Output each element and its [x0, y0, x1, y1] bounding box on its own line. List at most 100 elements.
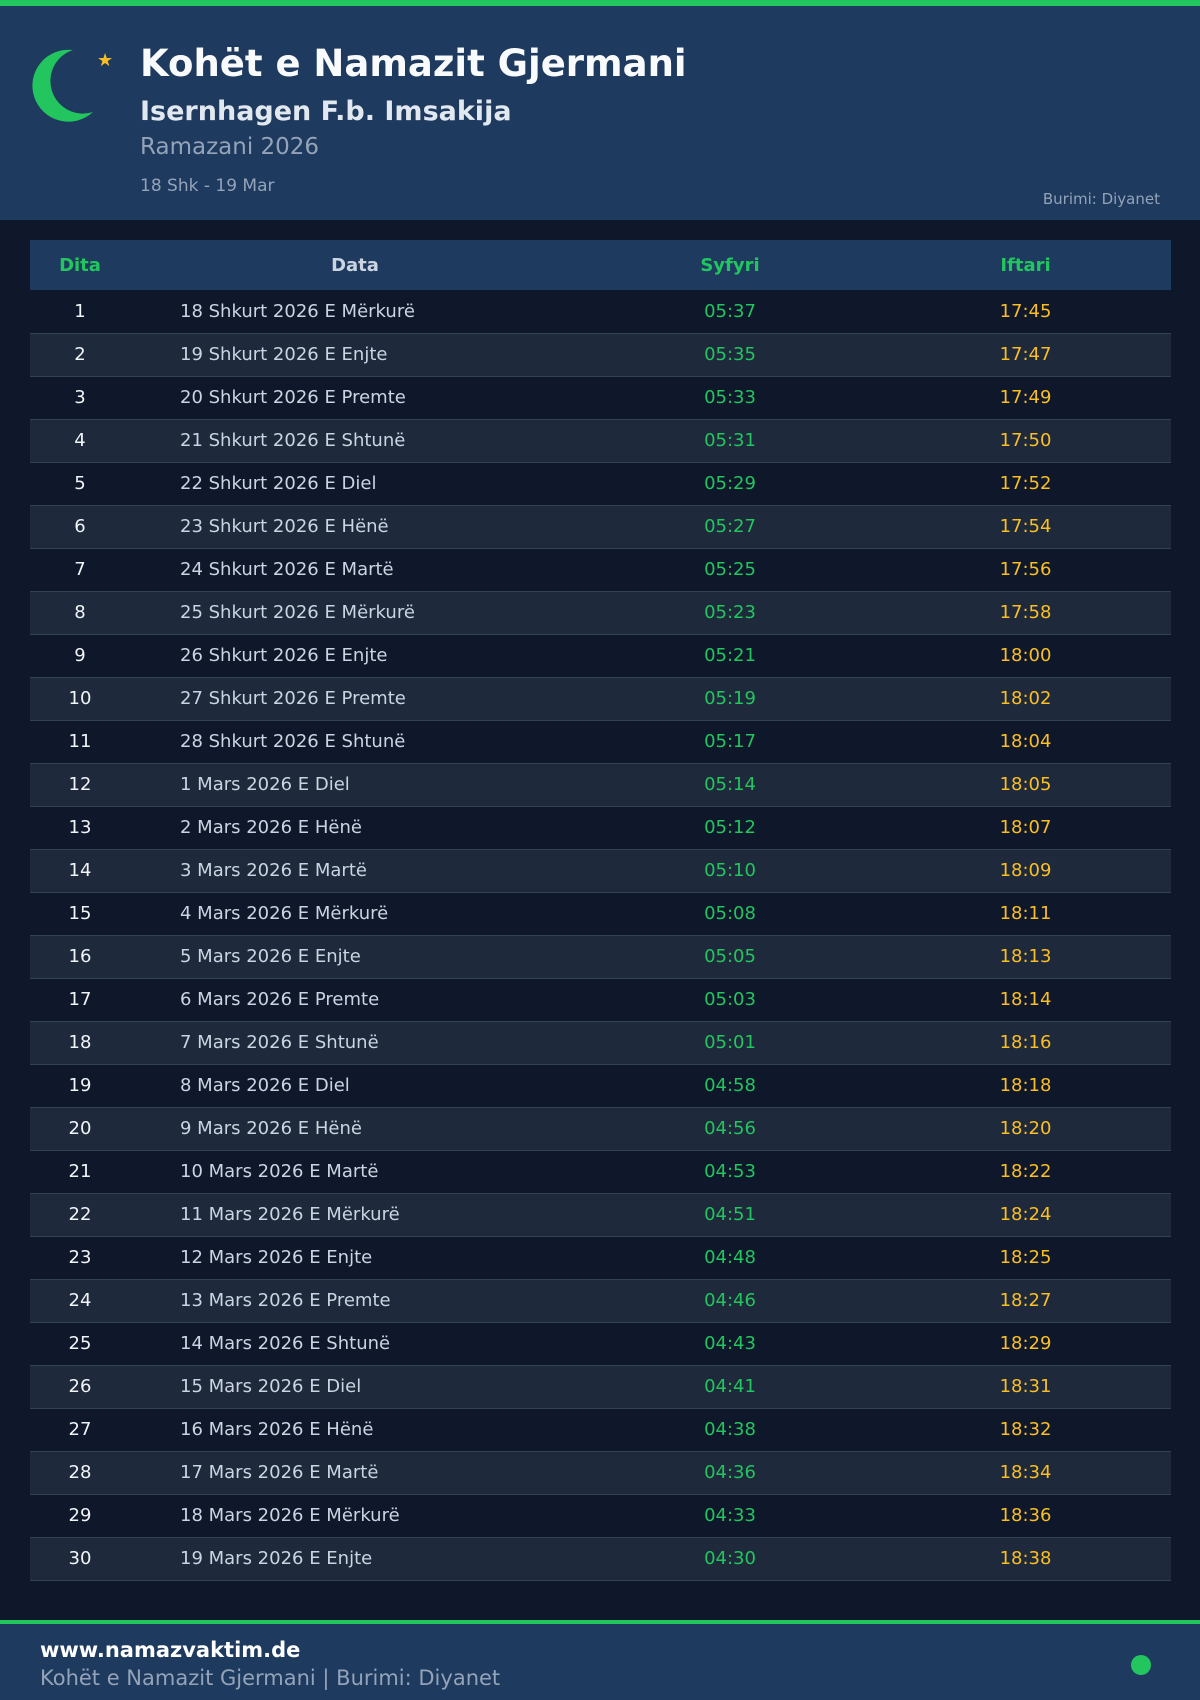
date-cell: 14 Mars 2026 E Shtunë	[180, 1333, 391, 1354]
day-cell: 21	[68, 1161, 92, 1182]
date-cell: 25 Shkurt 2026 E Mërkurë	[180, 602, 415, 623]
date-cell: 17 Mars 2026 E Martë	[180, 1462, 379, 1483]
suhoor-cell: 05:19	[704, 688, 756, 709]
date-cell: 11 Mars 2026 E Mërkurë	[180, 1204, 400, 1225]
col-dita: Dita	[59, 254, 101, 276]
star-icon: ★	[97, 50, 114, 71]
header: ★ Kohët e Namazit Gjermani Isernhagen F.…	[0, 6, 1200, 220]
date-cell: 5 Mars 2026 E Enjte	[180, 946, 361, 967]
footer: www.namazvaktim.de Kohët e Namazit Gjerm…	[0, 1624, 1200, 1700]
iftar-cell: 18:31	[999, 1376, 1052, 1397]
day-cell: 17	[68, 989, 92, 1010]
date-cell: 3 Mars 2026 E Martë	[180, 860, 367, 881]
suhoor-cell: 05:29	[704, 473, 756, 494]
source-label: Burimi: Diyanet	[1042, 190, 1160, 208]
date-cell: 23 Shkurt 2026 E Hënë	[180, 516, 389, 537]
table-row: 8 25 Shkurt 2026 E Mërkurë 05:23 17:58	[30, 591, 1171, 634]
suhoor-cell: 05:27	[704, 516, 756, 537]
day-cell: 3	[74, 387, 86, 408]
iftar-cell: 18:00	[999, 645, 1052, 666]
date-cell: 9 Mars 2026 E Hënë	[180, 1118, 362, 1139]
table-row: 26 15 Mars 2026 E Diel 04:41 18:31	[30, 1365, 1171, 1408]
day-cell: 24	[68, 1290, 92, 1311]
day-cell: 4	[74, 430, 86, 451]
day-cell: 5	[74, 473, 86, 494]
iftar-cell: 18:05	[999, 774, 1052, 795]
iftar-cell: 18:32	[999, 1419, 1052, 1440]
day-cell: 25	[68, 1333, 92, 1354]
date-cell: 7 Mars 2026 E Shtunë	[180, 1032, 379, 1053]
day-cell: 8	[74, 602, 86, 623]
prayer-times-table: Dita Data Syfyri Iftari 1 18 Shkurt 2026 …	[30, 240, 1171, 1581]
date-cell: 15 Mars 2026 E Diel	[180, 1376, 362, 1397]
day-cell: 14	[68, 860, 92, 881]
date-cell: 26 Shkurt 2026 E Enjte	[180, 645, 388, 666]
suhoor-cell: 04:56	[704, 1118, 756, 1139]
table-row: 28 17 Mars 2026 E Martë 04:36 18:34	[30, 1451, 1171, 1494]
crescent-icon	[32, 49, 93, 122]
iftar-cell: 18:11	[999, 903, 1052, 924]
suhoor-cell: 04:58	[704, 1075, 756, 1096]
table-row: 15 4 Mars 2026 E Mërkurë 05:08 18:11	[30, 892, 1171, 935]
footer-accent-line	[0, 1620, 1200, 1624]
date-cell: 2 Mars 2026 E Hënë	[180, 817, 362, 838]
iftar-cell: 17:56	[999, 559, 1052, 580]
iftar-cell: 18:34	[999, 1462, 1052, 1483]
day-cell: 23	[68, 1247, 92, 1268]
iftar-cell: 18:16	[999, 1032, 1052, 1053]
day-cell: 2	[74, 344, 86, 365]
table-row: 19 8 Mars 2026 E Diel 04:58 18:18	[30, 1064, 1171, 1107]
suhoor-cell: 05:14	[704, 774, 756, 795]
day-cell: 26	[68, 1376, 92, 1397]
day-cell: 18	[68, 1032, 92, 1053]
table-row: 24 13 Mars 2026 E Premte 04:46 18:27	[30, 1279, 1171, 1322]
suhoor-cell: 04:30	[704, 1548, 756, 1569]
suhoor-cell: 04:41	[704, 1376, 756, 1397]
suhoor-cell: 05:10	[704, 860, 756, 881]
ramadan-label: Ramazani 2026	[140, 134, 320, 160]
day-cell: 29	[68, 1505, 92, 1526]
date-cell: 13 Mars 2026 E Premte	[180, 1290, 391, 1311]
iftar-cell: 17:58	[999, 602, 1052, 623]
table-row: 22 11 Mars 2026 E Mërkurë 04:51 18:24	[30, 1193, 1171, 1236]
page-subtitle: Isernhagen F.b. Imsakija	[140, 96, 512, 127]
suhoor-cell: 05:01	[704, 1032, 756, 1053]
table-row: 3 20 Shkurt 2026 E Premte 05:33 17:49	[30, 376, 1171, 419]
table-row: 11 28 Shkurt 2026 E Shtunë 05:17 18:04	[30, 720, 1171, 763]
table-row: 1 18 Shkurt 2026 E Mërkurë 05:37 17:45	[30, 290, 1171, 333]
table-row: 18 7 Mars 2026 E Shtunë 05:01 18:16	[30, 1021, 1171, 1064]
suhoor-cell: 04:33	[704, 1505, 756, 1526]
suhoor-cell: 04:38	[704, 1419, 756, 1440]
date-cell: 4 Mars 2026 E Mërkurë	[180, 903, 389, 924]
date-cell: 12 Mars 2026 E Enjte	[180, 1247, 373, 1268]
date-range: 18 Shk - 19 Mar	[140, 176, 275, 196]
suhoor-cell: 04:46	[704, 1290, 756, 1311]
footer-site-link[interactable]: www.namazvaktim.de	[40, 1638, 301, 1662]
iftar-cell: 18:14	[999, 989, 1052, 1010]
table-row: 4 21 Shkurt 2026 E Shtunë 05:31 17:50	[30, 419, 1171, 462]
iftar-cell: 18:20	[999, 1118, 1052, 1139]
suhoor-cell: 05:31	[704, 430, 756, 451]
suhoor-cell: 05:33	[704, 387, 756, 408]
date-cell: 8 Mars 2026 E Diel	[180, 1075, 350, 1096]
suhoor-cell: 04:48	[704, 1247, 756, 1268]
day-cell: 9	[74, 645, 86, 666]
table-row: 29 18 Mars 2026 E Mërkurë 04:33 18:36	[30, 1494, 1171, 1537]
date-cell: 20 Shkurt 2026 E Premte	[180, 387, 406, 408]
suhoor-cell: 04:36	[704, 1462, 756, 1483]
iftar-cell: 18:13	[999, 946, 1052, 967]
table-row: 2 19 Shkurt 2026 E Enjte 05:35 17:47	[30, 333, 1171, 376]
day-cell: 6	[74, 516, 86, 537]
iftar-cell: 18:02	[999, 688, 1052, 709]
table-row: 17 6 Mars 2026 E Premte 05:03 18:14	[30, 978, 1171, 1021]
table-row: 12 1 Mars 2026 E Diel 05:14 18:05	[30, 763, 1171, 806]
day-cell: 13	[68, 817, 92, 838]
date-cell: 6 Mars 2026 E Premte	[180, 989, 380, 1010]
date-cell: 21 Shkurt 2026 E Shtunë	[180, 430, 406, 451]
suhoor-cell: 05:08	[704, 903, 756, 924]
iftar-cell: 18:38	[999, 1548, 1052, 1569]
suhoor-cell: 05:25	[704, 559, 756, 580]
table-row: 25 14 Mars 2026 E Shtunë 04:43 18:29	[30, 1322, 1171, 1365]
suhoor-cell: 05:05	[704, 946, 756, 967]
iftar-cell: 17:54	[999, 516, 1052, 537]
